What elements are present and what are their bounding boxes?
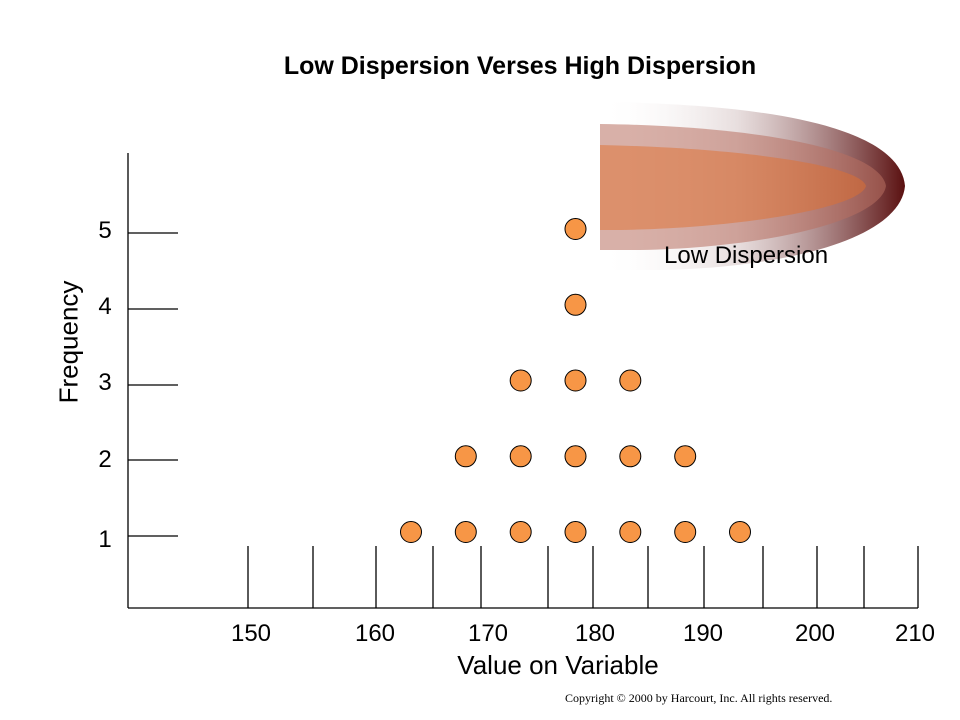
data-point xyxy=(619,369,642,392)
data-point xyxy=(564,218,587,240)
data-point xyxy=(509,445,532,468)
data-point xyxy=(674,445,697,468)
data-point xyxy=(400,521,422,543)
x-tick-label: 170 xyxy=(467,620,509,647)
chart-title: Low Dispersion Verses High Dispersion xyxy=(283,52,757,80)
data-point xyxy=(619,445,642,468)
copyright-notice: Copyright © 2000 by Harcourt, Inc. All r… xyxy=(565,691,833,705)
x-tick-label: 200 xyxy=(794,620,836,647)
y-tick-label: 4 xyxy=(98,293,112,320)
data-point xyxy=(564,293,587,316)
data-point xyxy=(454,445,477,468)
x-tick-label: 180 xyxy=(574,620,616,647)
y-axis-label: Frequency xyxy=(53,280,84,404)
x-tick-label: 190 xyxy=(682,620,724,647)
x-axis-label: Value on Variable xyxy=(457,650,659,680)
y-tick-label: 1 xyxy=(98,526,112,553)
y-tick-label: 5 xyxy=(98,217,112,244)
y-tick-label: 2 xyxy=(98,446,112,473)
x-tick-label: 160 xyxy=(354,620,396,647)
data-point xyxy=(729,521,751,543)
y-tick-label: 3 xyxy=(98,369,112,396)
data-point xyxy=(509,521,532,543)
data-point xyxy=(564,521,587,543)
x-tick-label: 210 xyxy=(894,620,936,647)
annotation-low-dispersion: Low Dispersion xyxy=(664,242,829,269)
x-tick-label: 150 xyxy=(230,620,272,647)
data-point xyxy=(674,521,697,543)
data-point xyxy=(564,369,587,392)
data-point xyxy=(564,445,587,468)
data-point xyxy=(619,521,642,543)
data-point xyxy=(509,369,532,392)
data-point xyxy=(454,521,477,543)
